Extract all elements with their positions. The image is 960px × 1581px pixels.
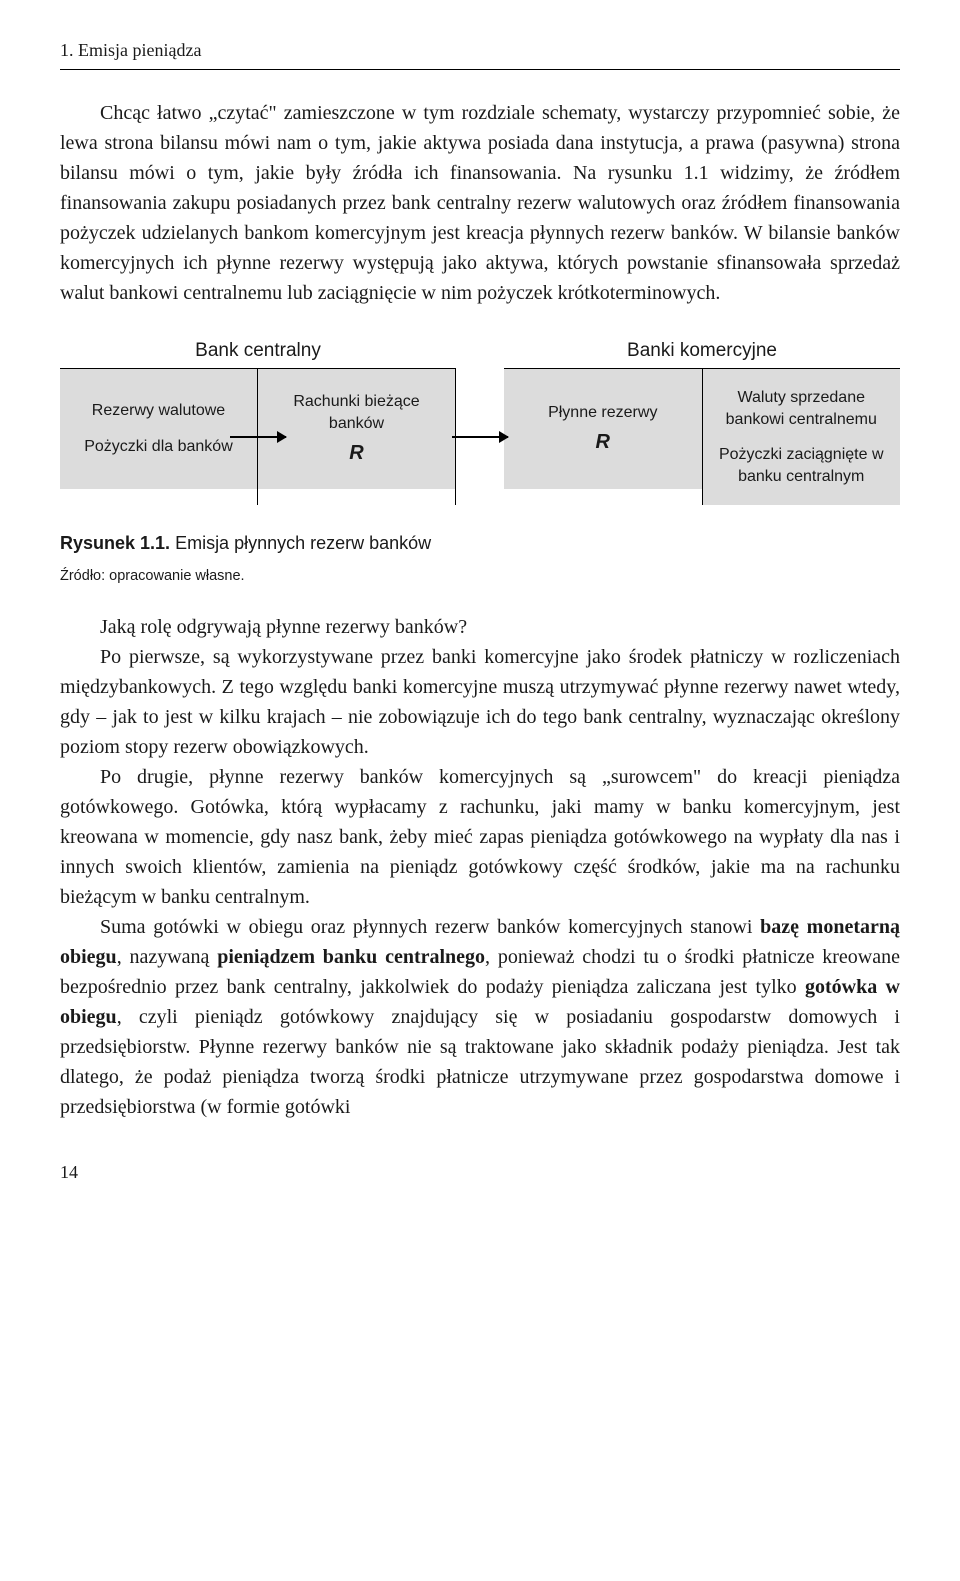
- commercial-bank-group: Płynne rezerwy R Waluty sprzedane bankow…: [504, 369, 900, 505]
- cell-text: Pożyczki dla banków: [70, 436, 247, 458]
- figure-caption: Rysunek 1.1. Emisja płynnych rezerw bank…: [60, 533, 900, 554]
- cell-text: Rachunki bieżące banków: [268, 391, 445, 434]
- cell-text: Płynne rezerwy: [514, 402, 692, 424]
- diagram-header-commercial: Banki komercyjne: [504, 340, 900, 369]
- commercial-bank-assets: Płynne rezerwy R: [504, 369, 702, 489]
- figure-source: Źródło: opracowanie własne.: [60, 568, 900, 584]
- paragraph-3: Po pierwsze, są wykorzystywane przez ban…: [60, 642, 900, 762]
- text-run: , czyli pieniądz gotówkowy znajdujący si…: [60, 1006, 900, 1118]
- cell-text: Waluty sprzedane bankowi centralnemu: [713, 387, 891, 430]
- text-run: Suma gotówki w obiegu oraz płynnych reze…: [100, 916, 760, 938]
- central-bank-assets: Rezerwy walutowe Pożyczki dla banków: [60, 369, 257, 489]
- bold-term: pieniądzem banku centralnego: [217, 946, 485, 968]
- reserve-symbol: R: [514, 429, 692, 456]
- commercial-bank-liabilities: Waluty sprzedane bankowi centralnemu Poż…: [703, 369, 901, 505]
- cell-text: Pożyczki zaciągnięte w banku centralnym: [713, 444, 891, 487]
- header-rule: [60, 69, 900, 70]
- diagram-figure: Bank centralny Banki komercyjne Rezerwy …: [60, 340, 900, 505]
- paragraph-2: Jaką rolę odgrywają płynne rezerwy bankó…: [60, 612, 900, 642]
- paragraph-4: Po drugie, płynne rezerwy banków komercy…: [60, 762, 900, 912]
- text-run: , nazywaną: [117, 946, 218, 968]
- cell-text: Rezerwy walutowe: [70, 400, 247, 422]
- paragraph-1: Chcąc łatwo „czytać" zamieszczone w tym …: [60, 98, 900, 308]
- page-number: 14: [60, 1162, 900, 1183]
- diagram-header-central: Bank centralny: [60, 340, 456, 369]
- figure-number: Rysunek 1.1.: [60, 533, 170, 553]
- central-bank-liabilities: Rachunki bieżące banków R: [258, 369, 455, 489]
- chapter-header: 1. Emisja pieniądza: [60, 40, 900, 61]
- central-bank-group: Rezerwy walutowe Pożyczki dla banków Rac…: [60, 369, 456, 505]
- paragraph-5: Suma gotówki w obiegu oraz płynnych reze…: [60, 912, 900, 1122]
- figure-title: Emisja płynnych rezerw banków: [170, 533, 431, 553]
- arrow-icon: [452, 436, 508, 438]
- arrow-icon: [230, 436, 286, 438]
- reserve-symbol: R: [268, 440, 445, 467]
